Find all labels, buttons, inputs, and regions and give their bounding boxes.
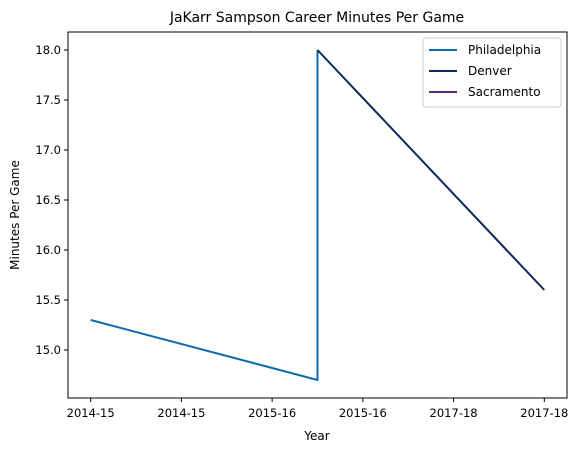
x-tick-label: 2015-16	[339, 406, 387, 420]
y-tick-label: 15.0	[35, 343, 61, 357]
y-tick-label: 16.0	[35, 243, 61, 257]
legend-box	[422, 37, 562, 108]
legend: Philadelphia Denver Sacramento	[422, 37, 562, 108]
x-axis: 2014-15 2014-15 2015-16 2015-16 2017-18 2017-…	[67, 398, 568, 420]
y-tick-label: 15.5	[35, 293, 61, 307]
x-tick-label: 2017-18	[430, 406, 478, 420]
x-axis-label: Year	[303, 429, 329, 443]
legend-label-philadelphia: Philadelphia	[468, 43, 541, 57]
series-line-philadelphia	[90, 50, 319, 381]
x-tick-label: 2017-18	[520, 406, 568, 420]
y-axis: 15.0 15.5 16.0 16.5 17.0 17.5 18.0	[35, 43, 68, 357]
y-tick-label: 17.0	[35, 143, 61, 157]
y-tick-label: 16.5	[35, 193, 61, 207]
plot-frame	[67, 31, 568, 399]
legend-label-sacramento: Sacramento	[468, 85, 541, 99]
series-line-denver	[316, 49, 546, 291]
y-tick-label: 17.5	[35, 93, 61, 107]
legend-label-denver: Denver	[468, 64, 512, 78]
x-tick-label: 2015-16	[248, 406, 296, 420]
x-tick-label: 2014-15	[157, 406, 205, 420]
chart-title: JaKarr Sampson Career Minutes Per Game	[169, 10, 464, 26]
x-tick-label: 2014-15	[67, 406, 115, 420]
y-tick-label: 18.0	[35, 43, 61, 57]
y-axis-label: Minutes Per Game	[8, 160, 22, 270]
plot-area	[90, 49, 546, 381]
